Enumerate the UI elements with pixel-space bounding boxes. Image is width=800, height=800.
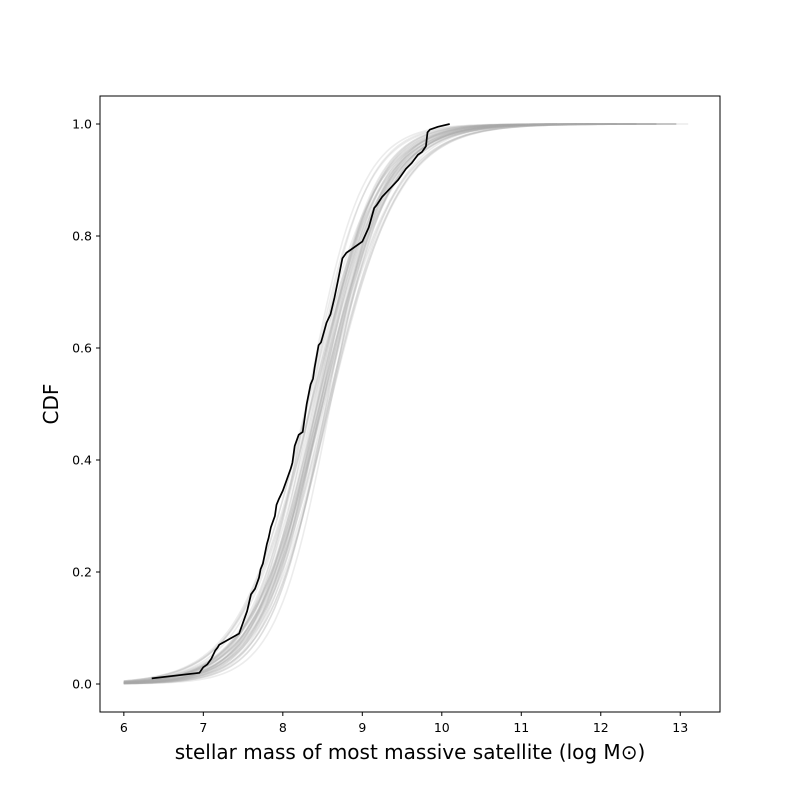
model-curve xyxy=(123,123,558,685)
x-tick-label: 12 xyxy=(593,720,609,735)
x-tick-label: 9 xyxy=(358,720,366,735)
y-tick-label: 1.0 xyxy=(72,117,92,132)
model-curve xyxy=(123,123,617,683)
model-curve xyxy=(123,123,689,683)
y-tick-label: 0.2 xyxy=(72,565,92,580)
plot-frame xyxy=(99,95,721,713)
model-curve xyxy=(123,123,617,684)
model-curve xyxy=(123,123,597,683)
x-tick-label: 11 xyxy=(513,720,529,735)
series-line xyxy=(151,123,450,680)
model-curve xyxy=(123,123,558,684)
model-curve xyxy=(123,123,597,685)
model-curve xyxy=(123,123,677,683)
x-tick-label: 13 xyxy=(672,720,688,735)
model-curve xyxy=(123,123,577,684)
model-curve xyxy=(123,123,657,684)
x-tick-label: 6 xyxy=(120,720,128,735)
model-curve xyxy=(123,123,577,685)
model-curve xyxy=(123,123,657,683)
y-tick-label: 0.8 xyxy=(72,229,92,244)
model-curve xyxy=(123,123,657,685)
y-tick-label: 0.4 xyxy=(72,453,92,468)
model-curve xyxy=(123,123,577,685)
model-curve xyxy=(123,123,637,684)
model-curve xyxy=(123,123,558,685)
model-curve xyxy=(123,123,677,683)
model-curve xyxy=(123,123,617,683)
y-tick-label: 0.6 xyxy=(72,341,92,356)
model-curve xyxy=(123,123,657,685)
model-curve xyxy=(123,123,558,685)
x-tick-label: 10 xyxy=(434,720,450,735)
model-curve xyxy=(123,123,637,682)
model-curve xyxy=(123,123,637,684)
x-axis: 6 7 8 9 10 11 12 13 xyxy=(120,712,688,735)
model-curve xyxy=(123,123,677,685)
model-curve xyxy=(123,123,558,683)
x-tick-label: 7 xyxy=(199,720,207,735)
model-curve xyxy=(123,123,558,685)
model-curve xyxy=(123,123,677,684)
observed-series xyxy=(151,123,450,680)
model-curve xyxy=(123,123,577,684)
model-curve xyxy=(123,123,617,684)
y-axis-label: CDF xyxy=(39,384,63,425)
model-curve xyxy=(123,123,657,685)
model-curve xyxy=(123,123,577,684)
model-curve xyxy=(123,123,597,682)
y-axis: 0.0 0.2 0.4 0.6 0.8 1.0 xyxy=(72,117,100,692)
model-curve xyxy=(123,123,597,684)
model-curve xyxy=(123,123,637,682)
model-curve xyxy=(123,123,597,684)
y-tick-label: 0.0 xyxy=(72,677,92,692)
model-curve xyxy=(123,123,677,684)
model-curve xyxy=(123,123,577,684)
x-axis-label: stellar mass of most massive satellite (… xyxy=(175,740,646,764)
model-curve xyxy=(123,123,597,685)
x-tick-label: 8 xyxy=(279,720,287,735)
model-curves xyxy=(123,123,689,685)
